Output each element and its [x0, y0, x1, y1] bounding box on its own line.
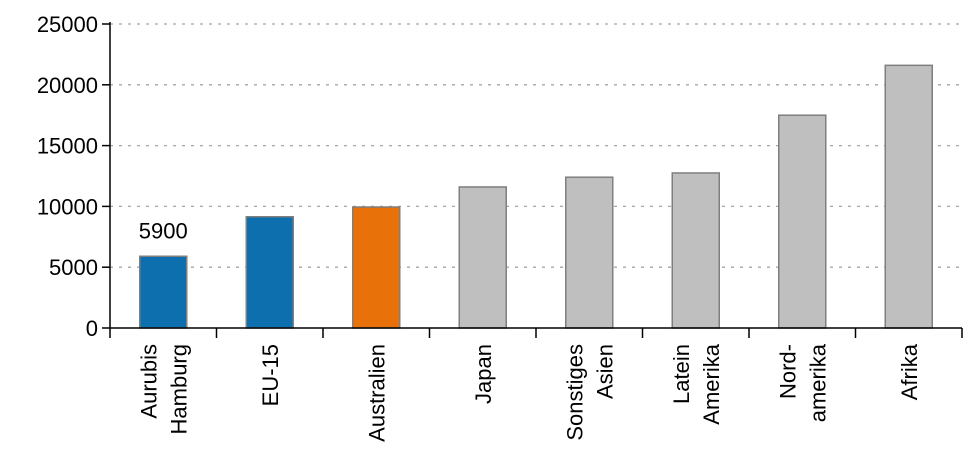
x-tick-label: Sonstiges — [562, 344, 587, 441]
data-label: 5900 — [139, 218, 188, 243]
x-tick-label: Hamburg — [166, 344, 191, 434]
y-tick-label: 25000 — [37, 12, 98, 37]
x-tick-label: Australien — [364, 344, 389, 442]
bar — [139, 255, 188, 329]
bar — [245, 215, 294, 329]
bar — [884, 64, 933, 329]
x-axis-ticks: Aurubis Hamburg EU-15 Australien Japan Sonsti… — [109, 328, 963, 442]
bar — [671, 172, 720, 329]
x-tick-label: Afrika — [897, 343, 922, 400]
bar — [778, 114, 827, 329]
y-tick-label: 10000 — [37, 194, 98, 219]
bar — [565, 176, 614, 329]
x-tick-label: EU-15 — [258, 344, 283, 406]
x-tick-label: Amerika — [699, 343, 724, 424]
axes — [109, 22, 962, 329]
bar — [458, 186, 507, 329]
x-tick-label: Aurubis — [136, 344, 161, 419]
y-axis-ticks: 0 5000 10000 15000 20000 25000 — [37, 12, 110, 341]
bar — [352, 206, 401, 329]
x-tick-label: Asien — [592, 344, 617, 399]
y-tick-label: 5000 — [49, 255, 98, 280]
x-tick-label: Latein — [669, 344, 694, 404]
gridlines — [110, 23, 962, 268]
x-tick-label: Japan — [471, 344, 496, 404]
data-labels: 5900 — [139, 218, 188, 243]
y-tick-label: 20000 — [37, 73, 98, 98]
x-tick-label: Nord- — [775, 344, 800, 399]
x-tick-label: amerika — [805, 343, 830, 422]
y-tick-label: 0 — [86, 316, 98, 341]
bars — [139, 64, 933, 329]
y-tick-label: 15000 — [37, 134, 98, 159]
